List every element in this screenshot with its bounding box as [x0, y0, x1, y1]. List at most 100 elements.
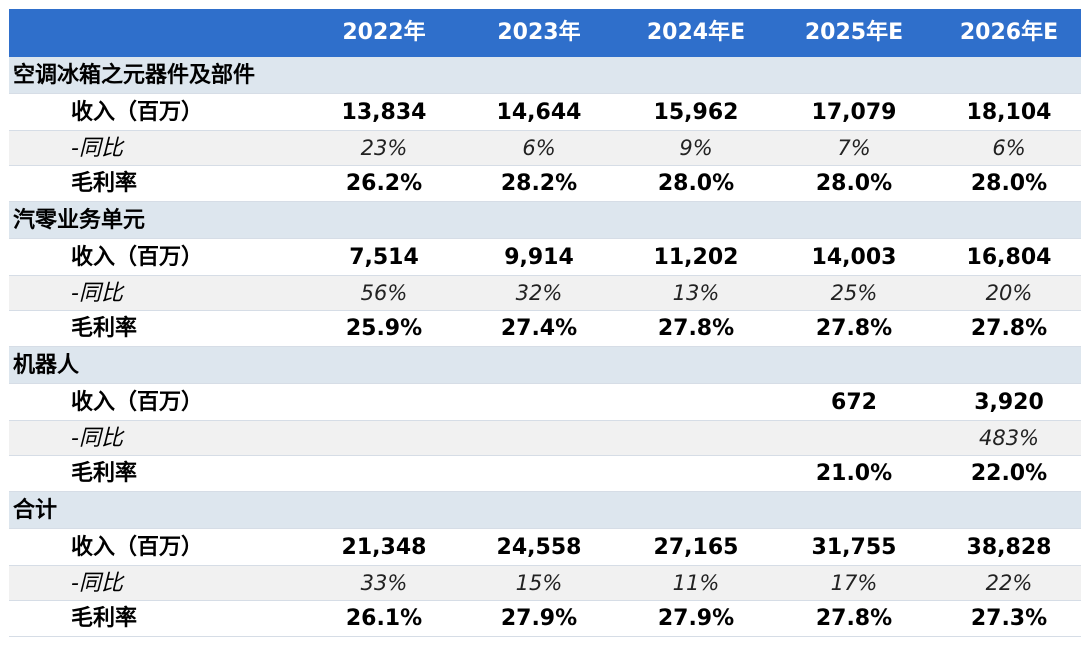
value-cell: 17% — [830, 571, 878, 595]
value-cell: 27.4% — [500, 316, 578, 341]
value-cell: 22% — [985, 571, 1033, 595]
value-cell — [779, 421, 929, 455]
value-cell — [464, 421, 614, 455]
value-cell: 18,104 — [966, 100, 1052, 125]
value-cell: 25.9% — [345, 316, 423, 341]
value-cell — [464, 384, 614, 420]
row-label: -同比 — [71, 136, 123, 161]
value-cell: 27.3% — [970, 606, 1048, 631]
value-cell: 32% — [515, 281, 563, 305]
row-label: 毛利率 — [71, 316, 138, 341]
value-cell: 20% — [985, 281, 1033, 305]
value-cell: 33% — [360, 571, 408, 595]
header-blank-cell — [9, 9, 319, 57]
value-cell: 17,079 — [811, 100, 897, 125]
value-cell: 56% — [360, 281, 408, 305]
value-cell: 31,755 — [811, 535, 897, 560]
year-header-2026e: 2026年E — [959, 20, 1059, 45]
value-cell: 7% — [837, 136, 871, 160]
section-name: 空调冰箱之元器件及部件 — [13, 63, 256, 88]
value-cell: 26.2% — [345, 171, 423, 196]
value-cell: 15% — [515, 571, 563, 595]
value-cell: 6% — [992, 136, 1026, 160]
value-cell: 14,644 — [496, 100, 582, 125]
financial-table: 2022年 2023年 2024年E 2025年E 2026年E 空调冰箱之元器… — [9, 9, 1081, 637]
section-header-row: 机器人 — [9, 347, 1081, 384]
value-cell: 27.8% — [657, 316, 735, 341]
row-label: 毛利率 — [71, 171, 138, 196]
value-cell — [621, 384, 771, 420]
row-label: -同比 — [71, 571, 123, 596]
value-cell: 26.1% — [345, 606, 423, 631]
row-label: 毛利率 — [71, 606, 138, 631]
header-row: 2022年 2023年 2024年E 2025年E 2026年E — [9, 9, 1081, 57]
value-cell: 25% — [830, 281, 878, 305]
value-cell — [464, 456, 614, 491]
value-cell: 11% — [672, 571, 720, 595]
value-cell: 22.0% — [970, 461, 1048, 486]
section-name: 汽零业务单元 — [13, 208, 146, 233]
value-cell: 6% — [522, 136, 556, 160]
gross-margin-row: 毛利率 26.1% 27.9% 27.9% 27.8% 27.3% — [9, 601, 1081, 637]
year-header-2022: 2022年 — [342, 20, 426, 45]
row-label: -同比 — [71, 426, 123, 451]
value-cell: 14,003 — [811, 245, 897, 270]
value-cell: 28.0% — [970, 171, 1048, 196]
value-cell: 7,514 — [349, 245, 419, 270]
value-cell: 13,834 — [341, 100, 427, 125]
value-cell: 27.8% — [970, 316, 1048, 341]
yoy-row: -同比 56% 32% 13% 25% 20% — [9, 276, 1081, 311]
revenue-row: 收入（百万） 7,514 9,914 11,202 14,003 16,804 — [9, 239, 1081, 276]
year-header-2024e: 2024年E — [646, 20, 746, 45]
section-header-row: 空调冰箱之元器件及部件 — [9, 57, 1081, 94]
value-cell: 15,962 — [653, 100, 739, 125]
gross-margin-row: 毛利率 25.9% 27.4% 27.8% 27.8% 27.8% — [9, 311, 1081, 347]
row-label: 毛利率 — [71, 461, 138, 486]
value-cell: 27.9% — [500, 606, 578, 631]
value-cell: 11,202 — [653, 245, 739, 270]
row-label: -同比 — [71, 281, 123, 306]
section-name: 合计 — [13, 498, 58, 523]
value-cell: 21.0% — [815, 461, 893, 486]
value-cell — [309, 456, 459, 491]
yoy-row: -同比 483% — [9, 421, 1081, 456]
value-cell: 23% — [360, 136, 408, 160]
revenue-row: 收入（百万） 672 3,920 — [9, 384, 1081, 421]
year-header-2025e: 2025年E — [804, 20, 904, 45]
value-cell: 9,914 — [504, 245, 574, 270]
value-cell: 672 — [831, 390, 877, 415]
value-cell: 21,348 — [341, 535, 427, 560]
value-cell: 27.9% — [657, 606, 735, 631]
value-cell: 24,558 — [496, 535, 582, 560]
row-label: 收入（百万） — [71, 535, 204, 560]
section-header-row: 汽零业务单元 — [9, 202, 1081, 239]
value-cell: 13% — [672, 281, 720, 305]
value-cell — [309, 421, 459, 455]
value-cell — [621, 421, 771, 455]
gross-margin-row: 毛利率 26.2% 28.2% 28.0% 28.0% 28.0% — [9, 166, 1081, 202]
value-cell: 28.2% — [500, 171, 578, 196]
value-cell — [309, 384, 459, 420]
value-cell: 3,920 — [974, 390, 1044, 415]
value-cell: 27.8% — [815, 316, 893, 341]
yoy-row: -同比 33% 15% 11% 17% 22% — [9, 566, 1081, 601]
revenue-row: 收入（百万） 13,834 14,644 15,962 17,079 18,104 — [9, 94, 1081, 131]
gross-margin-row: 毛利率 21.0% 22.0% — [9, 456, 1081, 492]
value-cell: 9% — [679, 136, 713, 160]
year-header-2023: 2023年 — [497, 20, 581, 45]
revenue-row: 收入（百万） 21,348 24,558 27,165 31,755 38,828 — [9, 529, 1081, 566]
value-cell: 27.8% — [815, 606, 893, 631]
row-label: 收入（百万） — [71, 245, 204, 270]
value-cell: 483% — [978, 426, 1040, 450]
value-cell: 38,828 — [966, 535, 1052, 560]
row-label: 收入（百万） — [71, 390, 204, 415]
value-cell: 27,165 — [653, 535, 739, 560]
section-header-row: 合计 — [9, 492, 1081, 529]
value-cell — [621, 456, 771, 491]
value-cell: 16,804 — [966, 245, 1052, 270]
section-name: 机器人 — [13, 353, 80, 378]
value-cell: 28.0% — [815, 171, 893, 196]
yoy-row: -同比 23% 6% 9% 7% 6% — [9, 131, 1081, 166]
value-cell: 28.0% — [657, 171, 735, 196]
row-label: 收入（百万） — [71, 100, 204, 125]
